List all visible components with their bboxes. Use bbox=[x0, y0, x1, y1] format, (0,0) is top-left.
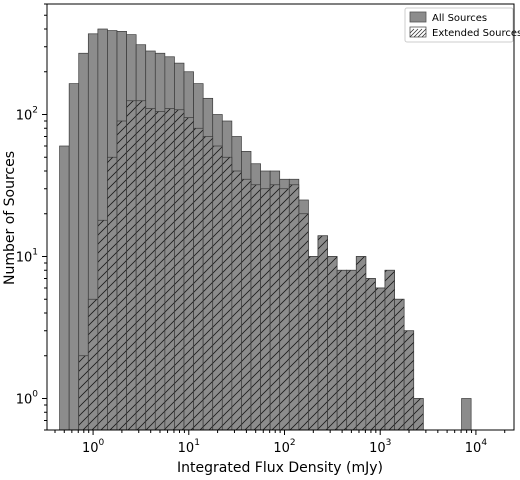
extended-sources-bar-26 bbox=[308, 256, 319, 431]
y-tick-label: 100 bbox=[16, 389, 39, 407]
extended-sources-bar-28 bbox=[327, 256, 338, 431]
extended-sources-bar-23 bbox=[279, 188, 290, 431]
extended-sources-bar-8 bbox=[135, 100, 147, 431]
legend-box bbox=[404, 7, 514, 43]
extended-sources-bars bbox=[78, 100, 424, 431]
legend-label-extended-sources: Extended Sources bbox=[432, 28, 520, 39]
extended-sources-bar-3 bbox=[87, 298, 99, 431]
extended-sources-bar-4 bbox=[97, 219, 108, 431]
extended-sources-bar-19 bbox=[241, 178, 252, 431]
x-tick-label: 104 bbox=[465, 438, 488, 456]
extended-sources-bar-17 bbox=[221, 156, 233, 431]
extended-sources-bar-25 bbox=[298, 213, 309, 431]
all-sources-bar-42 bbox=[461, 398, 472, 431]
extended-sources-bar-20 bbox=[250, 184, 261, 431]
extended-sources-bar-6 bbox=[116, 120, 127, 431]
extended-sources-bar-30 bbox=[346, 269, 357, 431]
all-sources-bar-1 bbox=[68, 83, 80, 431]
extended-sources-bar-18 bbox=[231, 170, 242, 431]
legend-label-all-sources: All Sources bbox=[432, 13, 487, 24]
extended-sources-bar-27 bbox=[317, 235, 328, 431]
extended-sources-bar-29 bbox=[336, 269, 348, 431]
x-tick-label: 103 bbox=[369, 438, 391, 456]
y-tick-label: 101 bbox=[16, 247, 38, 265]
extended-sources-bar-9 bbox=[145, 108, 156, 431]
extended-sources-bar-21 bbox=[260, 188, 271, 431]
extended-sources-bar-11 bbox=[164, 108, 175, 431]
extended-sources-bar-24 bbox=[288, 184, 300, 431]
extended-sources-bar-10 bbox=[154, 111, 166, 431]
extended-sources-bar-32 bbox=[365, 278, 376, 431]
x-tick-label: 101 bbox=[178, 438, 200, 456]
y-axis-label: Number of Sources bbox=[2, 151, 18, 285]
x-tick-label: 102 bbox=[273, 438, 295, 456]
legend-swatch-all-sources bbox=[409, 11, 427, 23]
extended-sources-bar-36 bbox=[403, 330, 415, 431]
extended-sources-bar-33 bbox=[375, 287, 386, 431]
extended-sources-bar-12 bbox=[174, 109, 185, 431]
extended-sources-bar-31 bbox=[355, 256, 367, 431]
extended-sources-bar-34 bbox=[384, 269, 395, 431]
legend-hatch-extended-sources bbox=[409, 28, 427, 38]
extended-sources-bar-15 bbox=[202, 136, 214, 431]
extended-sources-bar-7 bbox=[126, 100, 137, 431]
extended-sources-bar-22 bbox=[269, 184, 281, 431]
y-axis-ticks: 100 101 102 bbox=[16, 3, 47, 431]
x-tick-label: 100 bbox=[82, 438, 105, 456]
x-axis-label: Integrated Flux Density (mJy) bbox=[177, 460, 383, 476]
extended-sources-bar-16 bbox=[212, 145, 223, 431]
y-tick-label: 102 bbox=[16, 105, 38, 123]
extended-sources-bar-35 bbox=[394, 298, 405, 431]
extended-sources-bar-37 bbox=[413, 398, 424, 431]
extended-sources-bar-14 bbox=[193, 127, 204, 431]
x-axis-ticks: 100 101 102 103 104 bbox=[54, 430, 506, 456]
legend: All Sources Extended Sources bbox=[404, 7, 520, 43]
extended-sources-bar-5 bbox=[107, 156, 118, 431]
all-sources-bar-0 bbox=[59, 145, 70, 431]
extended-sources-bar-13 bbox=[183, 117, 194, 431]
extended-sources-bar-2 bbox=[78, 355, 89, 431]
